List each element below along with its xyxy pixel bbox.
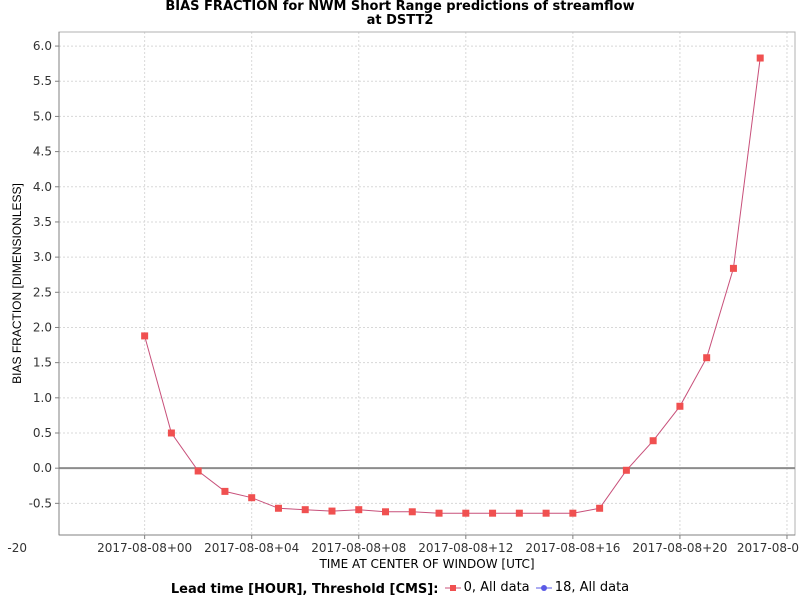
- plot-area: [58, 31, 796, 536]
- data-point: [756, 54, 764, 62]
- data-point: [569, 509, 577, 517]
- data-point: [328, 507, 336, 515]
- data-point: [729, 264, 737, 272]
- data-point: [194, 467, 202, 475]
- legend-label-0: 0, All data: [463, 580, 530, 595]
- data-point: [622, 466, 630, 474]
- y-tick-label: 3.5: [33, 215, 52, 229]
- y-tick-label: 5.0: [33, 109, 52, 123]
- x-tick-label: 2017-08-08+08: [311, 541, 406, 555]
- x-tick-label: 2017-08-08+12: [418, 541, 513, 555]
- data-point: [301, 506, 309, 514]
- data-point: [596, 504, 604, 512]
- y-tick-label: 4.5: [33, 145, 52, 159]
- data-point: [355, 506, 363, 514]
- legend-swatch-0: [444, 583, 461, 593]
- data-point: [221, 487, 229, 495]
- y-axis-label: BIAS FRACTION [DIMENSIONLESS]: [10, 183, 24, 384]
- axes: [58, 32, 795, 536]
- data-point: [542, 509, 550, 517]
- legend-swatch-1: [535, 583, 552, 593]
- legend: Lead time [HOUR], Threshold [CMS]: 0, Al…: [0, 580, 800, 598]
- x-tick-label: 2017-08-08+04: [204, 541, 299, 555]
- y-tick-label: 3.0: [33, 250, 52, 264]
- data-point: [248, 494, 256, 502]
- y-axis-ticks: -0.5 0.0 0.5 1.0 1.5 2.0 2.5 3.0 3.5 4.0 4.5 5.0 5.5…: [29, 39, 59, 510]
- data-point: [489, 509, 497, 517]
- chart-title-block: BIAS FRACTION for NWM Short Range predic…: [0, 0, 800, 28]
- y-tick-label: 2.0: [33, 320, 52, 334]
- y-tick-label: 1.5: [33, 356, 52, 370]
- y-tick-label: 6.0: [33, 39, 52, 53]
- data-point: [703, 354, 711, 362]
- legend-title: Lead time [HOUR], Threshold [CMS]:: [170, 582, 439, 597]
- legend-item-1: 18, All data: [535, 580, 630, 596]
- x-tick-label: -20: [7, 541, 27, 555]
- legend-label-1: 18, All data: [554, 580, 630, 595]
- data-point: [382, 508, 390, 516]
- x-tick-label: 2017-08-08+16: [525, 541, 620, 555]
- chart-subtitle: at DSTT2: [366, 13, 434, 28]
- x-tick-label: 2017-08-08+00: [97, 541, 192, 555]
- x-tick-label: 2017-08-08+20: [632, 541, 727, 555]
- data-point: [462, 509, 470, 517]
- series-layer: [141, 54, 764, 517]
- y-tick-label: 0.5: [33, 426, 52, 440]
- data-point: [408, 508, 416, 516]
- y-tick-label: 4.0: [33, 180, 52, 194]
- data-point: [435, 509, 443, 517]
- series-line-0: [144, 57, 761, 514]
- y-tick-label: 5.5: [33, 74, 52, 88]
- x-axis-label: TIME AT CENTER OF WINDOW [UTC]: [318, 557, 534, 571]
- data-point: [167, 429, 175, 437]
- data-point: [274, 504, 282, 512]
- data-point: [141, 332, 149, 340]
- y-tick-label: 0.0: [33, 461, 52, 475]
- bias-fraction-chart: -0.5 0.0 0.5 1.0 1.5 2.0 2.5 3.0 3.5 4.0 4.5 5.0 5.5…: [7, 31, 799, 571]
- x-tick-label: 2017-08-0: [737, 541, 799, 555]
- grid-lines: [59, 32, 795, 535]
- y-tick-label: 2.5: [33, 285, 52, 299]
- data-point: [649, 437, 657, 445]
- legend-item-0: 0, All data: [444, 580, 530, 596]
- y-tick-label: 1.0: [33, 391, 52, 405]
- y-tick-label: -0.5: [29, 496, 52, 510]
- data-point: [515, 509, 523, 517]
- data-point: [676, 402, 684, 410]
- x-axis-ticks: -20 2017-08-08+00 2017-08-08+04 2017-08-08+…: [7, 535, 799, 555]
- chart-title: BIAS FRACTION for NWM Short Range predic…: [165, 0, 635, 14]
